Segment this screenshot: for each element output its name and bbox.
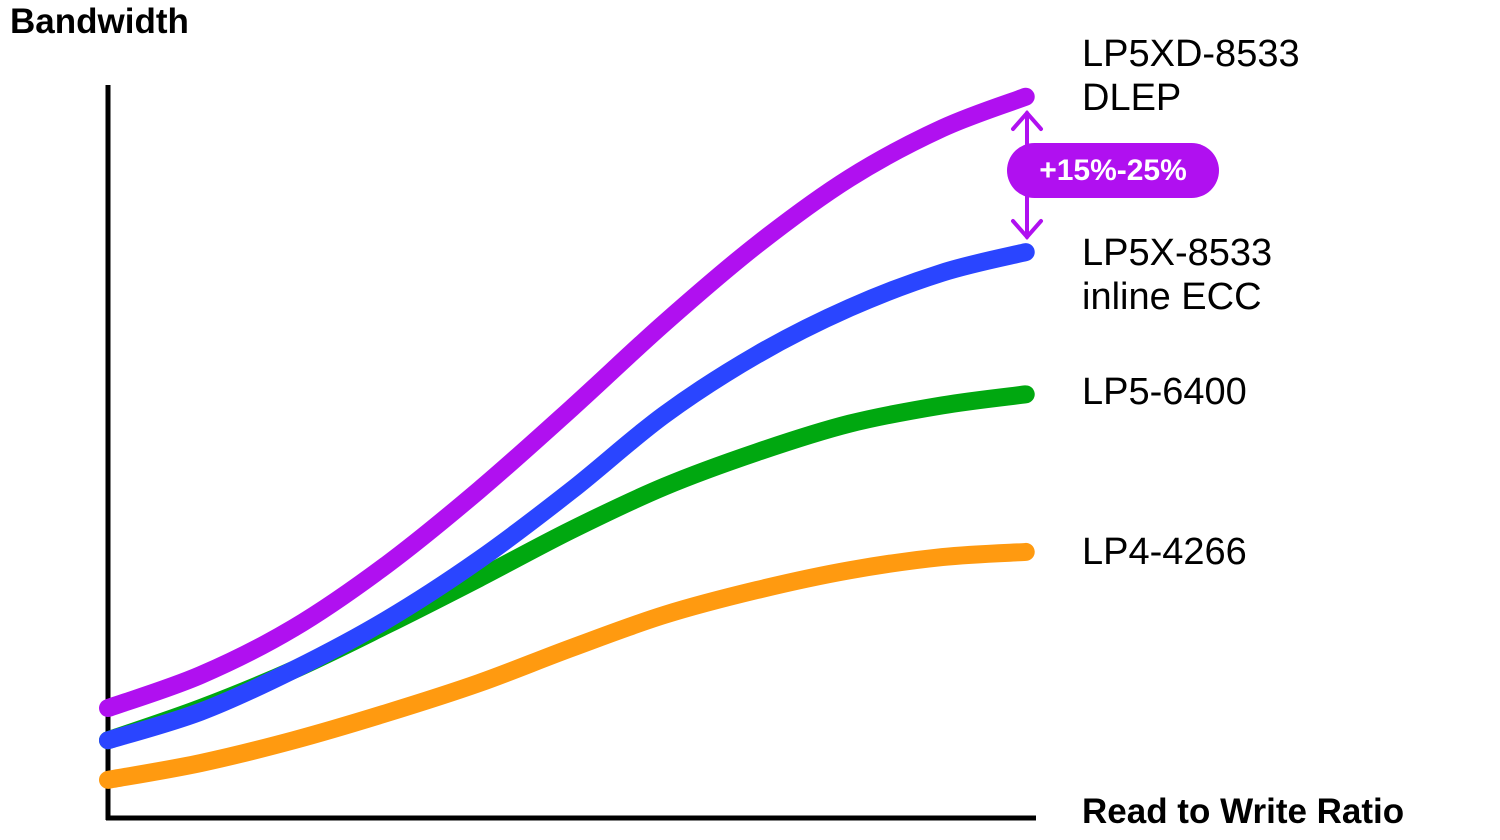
y-axis-label: Bandwidth — [10, 2, 189, 41]
series-line-lp5x-8533-inline-ecc — [99, 243, 1035, 750]
series-label-line: DLEP — [1082, 77, 1182, 119]
series-label-lp4: LP4-4266 — [1082, 530, 1247, 574]
series-line-lp4-4266 — [99, 542, 1035, 789]
series-label-lp5: LP5-6400 — [1082, 370, 1247, 414]
series-line-lp5xd-8533-dlep — [99, 87, 1035, 718]
series-label-line: inline ECC — [1082, 276, 1262, 318]
series-label-lp5x: LP5X-8533 inline ECC — [1082, 231, 1272, 319]
series-label-line: LP4-4266 — [1082, 531, 1247, 573]
x-axis-label: Read to Write Ratio — [1082, 792, 1405, 831]
series-label-line: LP5-6400 — [1082, 371, 1247, 413]
improvement-badge: +15%-25% — [1007, 143, 1219, 198]
series-label-line: LP5XD-8533 — [1082, 33, 1300, 75]
series-label-lp5xd: LP5XD-8533 DLEP — [1082, 32, 1300, 120]
series-label-line: LP5X-8533 — [1082, 232, 1273, 274]
